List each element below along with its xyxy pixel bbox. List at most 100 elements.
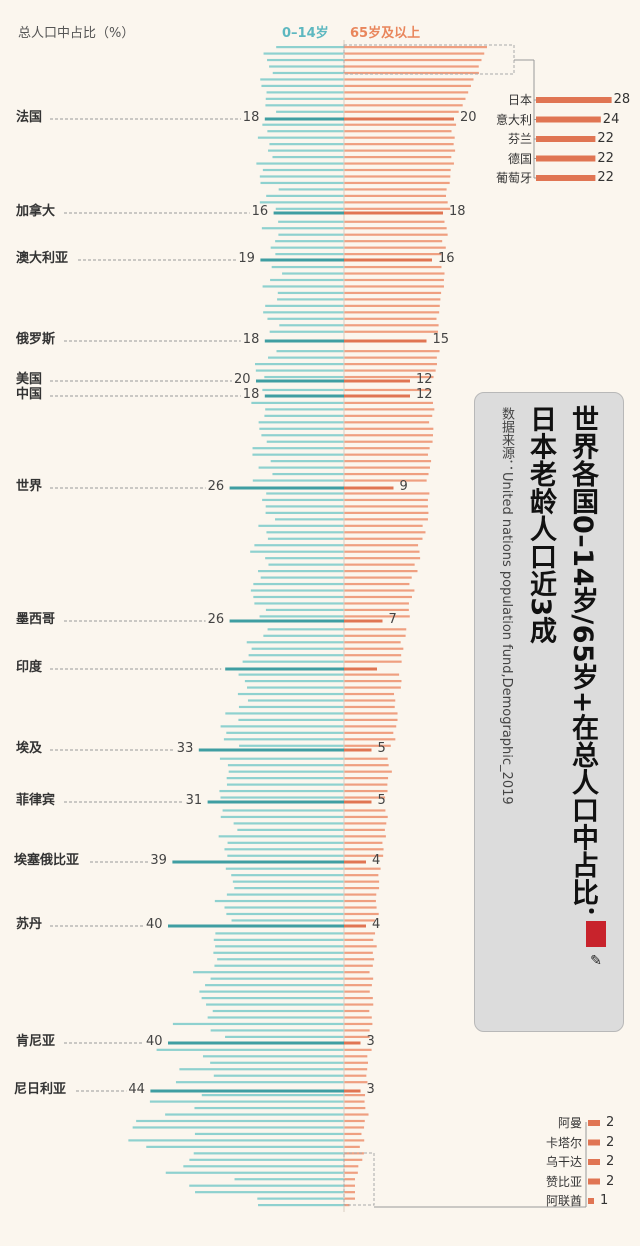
top-old-bar: [536, 116, 601, 123]
young-bar: [262, 285, 344, 288]
old-bar: [344, 447, 430, 450]
young-bar: [265, 557, 344, 560]
old-bar-highlight: [344, 860, 366, 864]
young-bar: [267, 130, 344, 133]
old-bar: [344, 1184, 355, 1187]
young-bar: [279, 324, 344, 327]
old-bar: [344, 738, 396, 741]
old-bar: [344, 764, 389, 767]
old-bar: [344, 744, 391, 747]
chart-title-line2: 日本老龄人口近3成: [525, 405, 556, 645]
old-bar: [344, 958, 375, 961]
old-bar: [344, 518, 428, 521]
young-bar: [265, 304, 344, 307]
top-old-value: 22: [597, 150, 614, 166]
young-bar: [263, 634, 344, 637]
young-bar: [194, 1132, 344, 1136]
young-bar: [258, 421, 344, 424]
old-bar: [344, 1204, 350, 1207]
old-bar: [344, 498, 428, 502]
bottom-old-value: 2: [606, 1115, 615, 1130]
old-bar: [344, 1035, 370, 1038]
young-bar: [207, 1016, 344, 1019]
young-bar: [254, 602, 344, 605]
bottom-country-label: 阿曼: [557, 1116, 582, 1130]
young-bar: [259, 615, 344, 618]
old-bar: [344, 1022, 373, 1026]
old-bar-highlight: [344, 258, 432, 262]
top-old-bar: [536, 155, 596, 162]
old-bar-highlight: [344, 339, 427, 343]
old-bar: [344, 718, 398, 722]
young-bar: [199, 990, 344, 993]
old-bar: [344, 1178, 355, 1181]
young-bar: [237, 828, 344, 831]
old-bar: [344, 789, 388, 793]
old-bar: [344, 971, 370, 974]
old-bar: [344, 408, 435, 411]
young-bar: [272, 472, 344, 476]
old-bar: [344, 705, 395, 709]
country-label: 埃塞俄比亚: [14, 853, 80, 868]
young-bar: [266, 440, 344, 443]
young-bar: [227, 854, 344, 857]
young-bar: [128, 1139, 344, 1142]
old-bar: [344, 809, 386, 812]
old-bar-highlight: [344, 924, 366, 928]
old-bar: [344, 1068, 368, 1071]
young-bar-highlight: [198, 748, 344, 752]
old-bar: [344, 1081, 368, 1084]
top-country-label: 芬兰: [507, 132, 532, 146]
young-bar: [232, 880, 344, 883]
young-bar: [257, 1197, 344, 1200]
young-bar: [251, 647, 344, 650]
old-bar: [344, 570, 418, 573]
young-bar: [226, 893, 344, 896]
young-bar: [175, 1081, 344, 1084]
old-bar: [344, 1009, 370, 1013]
young-bar: [252, 447, 344, 450]
young-value-label: 40: [146, 1034, 163, 1049]
young-bar: [231, 874, 344, 877]
young-bar: [266, 531, 344, 534]
country-label: 菲律宾: [16, 793, 56, 808]
young-bar-highlight: [150, 1089, 344, 1093]
country-label: 澳大利亚: [16, 251, 69, 266]
old-bar: [344, 1003, 374, 1006]
header-old-label: 65岁及以上: [350, 26, 421, 41]
young-value-label: 18: [242, 387, 260, 402]
young-bar: [266, 194, 344, 197]
young-bar: [263, 311, 344, 314]
title-box: 世界各国0–14岁/65岁+在总人口中占比： 日本老龄人口近3成 数据来源：Un…: [474, 392, 624, 1032]
header-left-label: 总人口中占比（%）: [18, 26, 135, 41]
old-bar: [344, 686, 401, 689]
old-bar: [344, 1119, 365, 1123]
old-bar: [344, 1139, 365, 1142]
old-bar: [344, 330, 438, 333]
old-bar: [344, 608, 409, 612]
young-bar: [220, 796, 344, 799]
old-bar: [344, 654, 402, 657]
old-bar: [344, 874, 379, 877]
old-bar: [344, 563, 415, 566]
old-bar: [344, 401, 433, 405]
young-bar: [278, 220, 344, 223]
young-bar-highlight: [273, 211, 344, 215]
old-bar: [344, 46, 487, 49]
old-bar: [344, 673, 400, 676]
old-bar: [344, 505, 428, 508]
young-bar: [259, 201, 344, 204]
young-bar: [165, 1113, 344, 1116]
old-bar: [344, 240, 443, 243]
young-bar-highlight: [207, 800, 344, 804]
young-bar: [275, 518, 344, 521]
top-old-bar: [536, 136, 596, 142]
young-bar: [266, 91, 344, 94]
young-bar: [254, 544, 344, 547]
young-bar: [248, 654, 344, 657]
young-bar-highlight: [264, 117, 344, 121]
old-bar: [344, 1158, 363, 1161]
young-bar: [219, 789, 344, 793]
old-bar: [344, 1113, 369, 1116]
young-bar: [276, 46, 344, 49]
